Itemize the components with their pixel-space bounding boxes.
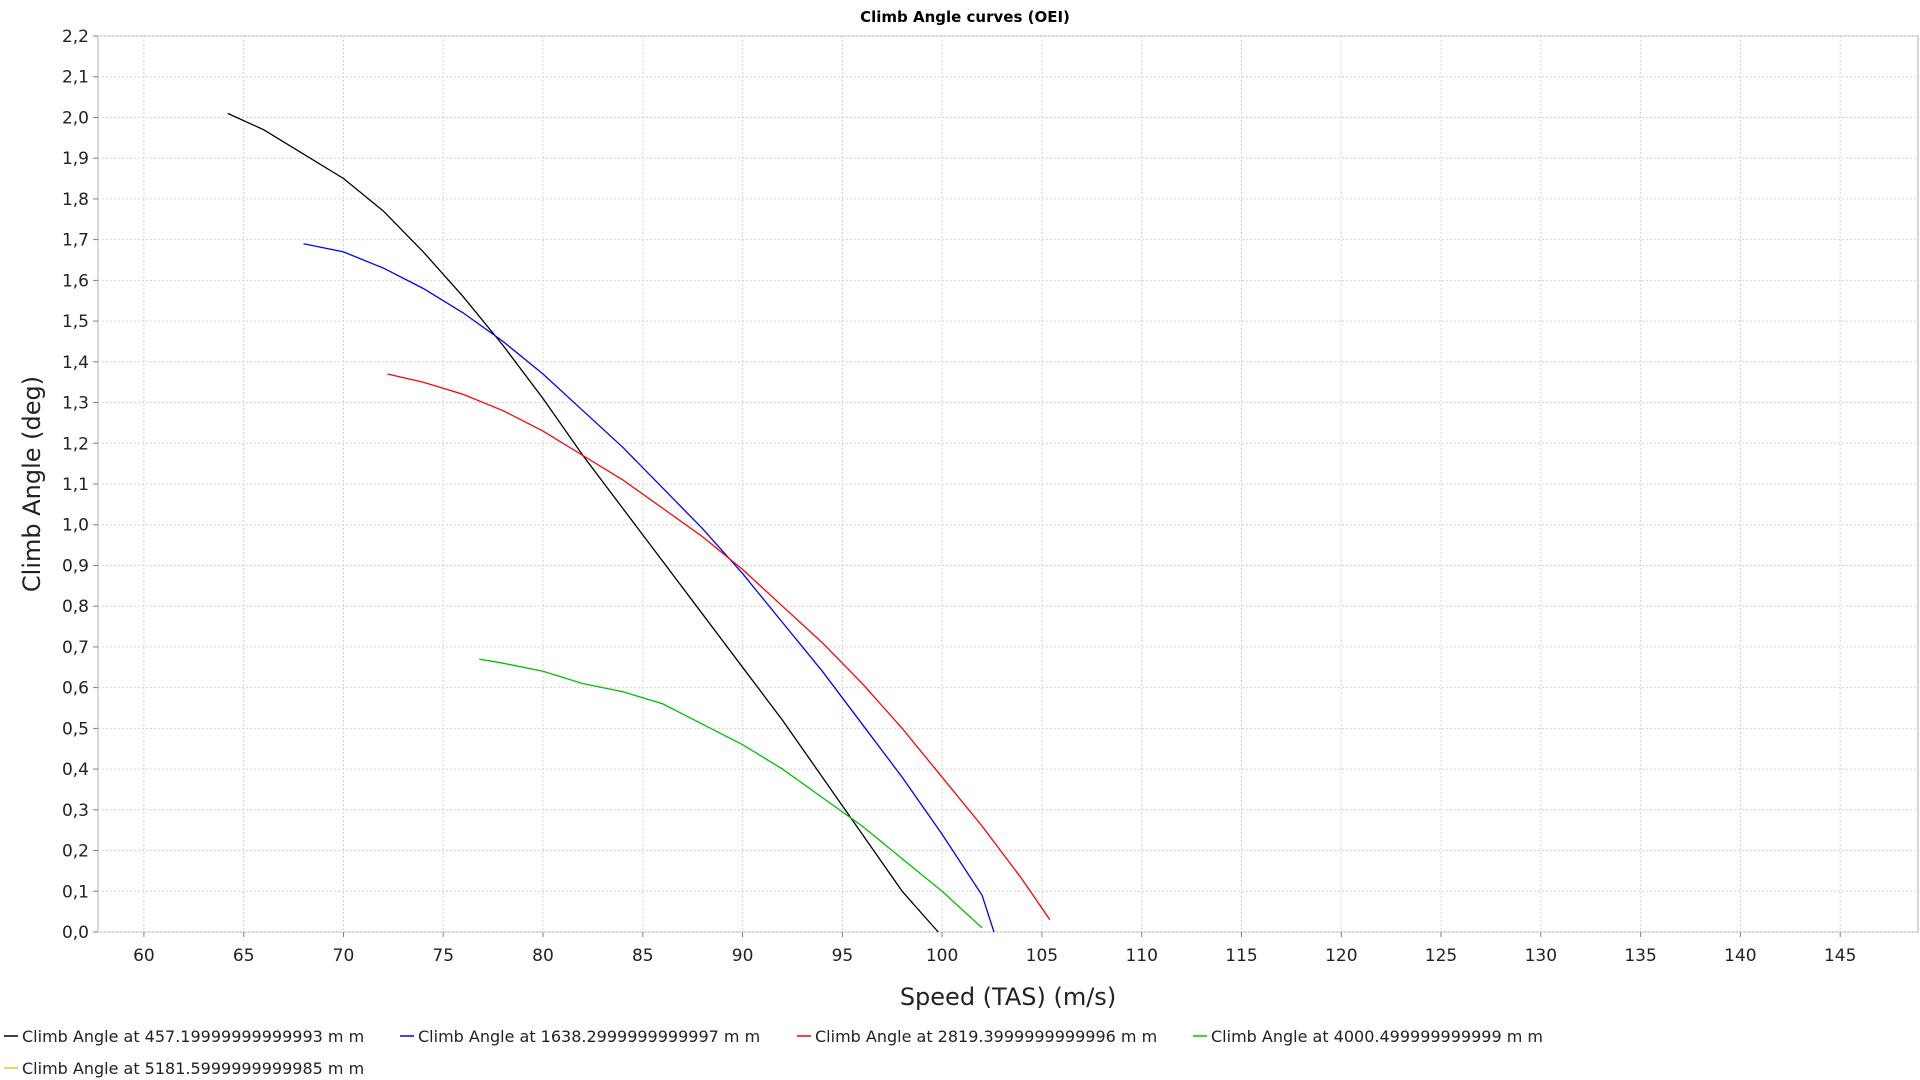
x-tick-label: 115 — [1225, 946, 1257, 966]
x-tick-label: 100 — [926, 946, 958, 966]
x-tick-label: 75 — [432, 946, 454, 966]
y-tick-label: 1,0 — [62, 516, 89, 536]
x-tick-label: 130 — [1525, 946, 1557, 966]
x-tick-label: 105 — [1026, 946, 1058, 966]
y-tick-label: 0,4 — [62, 760, 89, 780]
series-line-2 — [303, 243, 995, 933]
x-tick-label: 140 — [1724, 946, 1756, 966]
y-tick-label: 1,3 — [62, 394, 89, 414]
x-tick-label: 85 — [632, 946, 654, 966]
y-tick-label: 1,9 — [62, 149, 89, 169]
y-tick-label: 0,9 — [62, 557, 89, 577]
legend-label-4: Climb Angle at 4000.499999999999 m m — [1211, 1027, 1543, 1046]
y-tick-label: 0,6 — [62, 679, 89, 699]
x-tick-label: 120 — [1325, 946, 1357, 966]
x-tick-label: 65 — [233, 946, 255, 966]
series-layer — [227, 112, 1051, 933]
x-tick-label: 110 — [1125, 946, 1157, 966]
y-tick-label: 2,2 — [62, 27, 89, 47]
y-axis: 0,0 0,1 0,2 0,3 0,4 0,5 0,6 0,7 0,8 0,9 1,0 1,1 1,2 1… — [62, 27, 98, 943]
x-axis: 60 65 70 75 80 85 90 95 100 105 110 115 120 125 130 135… — [133, 932, 1856, 966]
y-tick-label: 0,3 — [62, 801, 89, 821]
x-tick-label: 145 — [1824, 946, 1856, 966]
grid — [98, 35, 1918, 933]
legend-label-2: Climb Angle at 1638.2999999999997 m m — [418, 1027, 760, 1046]
chart-title: Climb Angle curves (OEI) — [860, 8, 1070, 26]
x-tick-label: 135 — [1624, 946, 1656, 966]
y-tick-label: 0,5 — [62, 719, 89, 739]
x-axis-title: Speed (TAS) (m/s) — [900, 983, 1116, 1011]
legend-label-1: Climb Angle at 457.19999999999993 m m — [22, 1027, 364, 1046]
y-tick-label: 1,5 — [62, 312, 89, 332]
y-tick-label: 0,2 — [62, 842, 89, 862]
x-tick-label: 60 — [133, 946, 155, 966]
legend: Climb Angle at 457.19999999999993 m m Cli… — [4, 1027, 1543, 1078]
legend-label-5: Climb Angle at 5181.5999999999985 m m — [22, 1059, 364, 1078]
x-tick-label: 90 — [732, 946, 754, 966]
x-tick-label: 80 — [532, 946, 554, 966]
y-tick-label: 1,4 — [62, 353, 89, 373]
y-tick-label: 1,2 — [62, 434, 89, 454]
y-axis-title: Climb Angle (deg) — [18, 376, 46, 592]
x-tick-label: 95 — [832, 946, 854, 966]
series-line-3 — [387, 373, 1051, 921]
x-tick-label: 125 — [1425, 946, 1457, 966]
y-tick-label: 1,7 — [62, 231, 89, 251]
y-tick-label: 2,1 — [62, 68, 89, 88]
y-tick-label: 1,6 — [62, 271, 89, 291]
y-tick-label: 2,0 — [62, 109, 89, 129]
y-tick-label: 0,7 — [62, 638, 89, 658]
y-tick-label: 0,1 — [62, 882, 89, 902]
x-tick-label: 70 — [333, 946, 355, 966]
y-tick-label: 0,0 — [62, 923, 89, 943]
series-line-4 — [479, 658, 983, 929]
y-tick-label: 0,8 — [62, 597, 89, 617]
y-tick-label: 1,1 — [62, 475, 89, 495]
y-tick-label: 1,8 — [62, 190, 89, 210]
legend-label-3: Climb Angle at 2819.3999999999996 m m — [815, 1027, 1157, 1046]
